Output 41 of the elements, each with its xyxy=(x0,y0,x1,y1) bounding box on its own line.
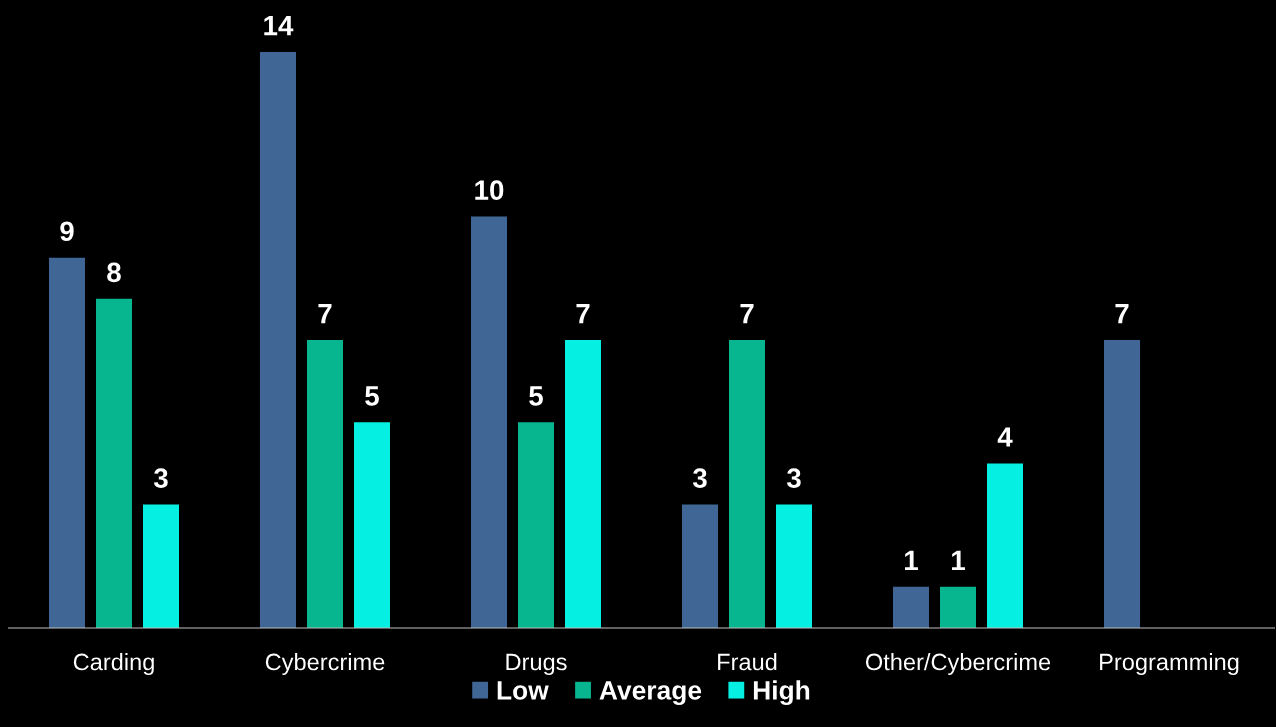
data-label: 7 xyxy=(318,304,332,324)
data-label: 7 xyxy=(740,304,754,324)
data-label: 1 xyxy=(952,550,965,570)
bar xyxy=(987,463,1023,628)
x-tick-label: Cybercrime xyxy=(265,653,385,676)
data-label: 5 xyxy=(529,386,543,406)
data-label: 10 xyxy=(475,180,504,200)
data-label: 4 xyxy=(997,427,1013,447)
data-label: 9 xyxy=(60,221,74,242)
data-label: 14 xyxy=(264,16,294,36)
bar xyxy=(143,504,179,628)
data-label: 3 xyxy=(692,468,707,489)
bar xyxy=(1104,340,1140,628)
bar xyxy=(260,52,296,628)
x-tick-label: Fraud xyxy=(718,653,777,671)
data-label: 3 xyxy=(786,468,801,489)
data-label: 3 xyxy=(153,468,168,489)
x-tick-label: Other/Cybercrime xyxy=(865,653,1051,676)
bar xyxy=(49,257,85,628)
bar xyxy=(940,586,976,628)
legend-label: Average xyxy=(599,681,702,706)
data-label: 5 xyxy=(365,386,379,406)
data-label: 1 xyxy=(905,550,918,570)
data-label: 7 xyxy=(576,304,590,324)
bar xyxy=(893,586,929,628)
data-label: 8 xyxy=(107,262,121,283)
x-tick-label: Carding xyxy=(73,653,154,676)
legend-label: High xyxy=(753,680,810,706)
bar xyxy=(776,504,812,628)
bar xyxy=(518,422,554,628)
bar xyxy=(471,216,507,628)
data-label: 7 xyxy=(1115,304,1129,324)
bar xyxy=(729,340,765,628)
bar xyxy=(354,422,390,628)
x-tick-label: Drugs xyxy=(506,653,567,676)
bar xyxy=(682,504,718,628)
bar xyxy=(307,340,343,628)
bar xyxy=(96,298,132,628)
legend-label: Low xyxy=(497,681,549,700)
x-tick-label: Programming xyxy=(1100,653,1239,676)
bar xyxy=(565,340,601,628)
